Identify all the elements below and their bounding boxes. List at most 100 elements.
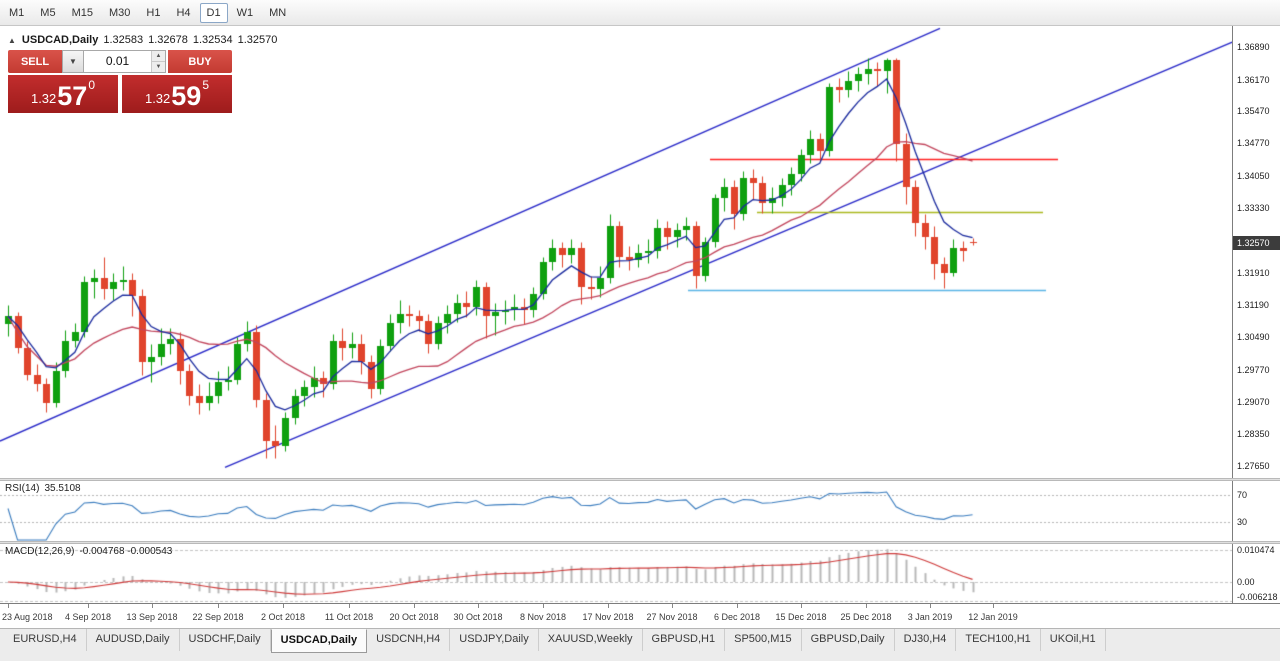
timeframe-button-mn[interactable]: MN [269, 6, 287, 19]
date-label: 30 Oct 2018 [453, 612, 503, 622]
macd-axis-label: 0.010474 [1237, 545, 1275, 555]
macd-axis[interactable]: 0.010474 0.00 -0.006218 [1232, 544, 1280, 603]
buy-price-button[interactable]: 1.32 59 5 [122, 75, 232, 113]
price-axis-label: 1.34770 [1237, 138, 1270, 149]
chart-tab-gbpusd-daily[interactable]: GBPUSD,Daily [802, 629, 895, 651]
spinner-up-icon[interactable]: ▲ [152, 51, 165, 62]
price-axis-label: 1.29770 [1237, 364, 1270, 375]
rsi-indicator-name: RSI(14) [5, 483, 40, 494]
one-click-trading-panel: SELL ▼ 0.01 ▲ ▼ BUY 1.32 57 0 [8, 50, 232, 113]
volume-input[interactable]: 0.01 ▲ ▼ [84, 50, 166, 73]
sell-price-base: 1.32 [30, 91, 57, 106]
date-tick [88, 604, 89, 608]
date-tick [543, 604, 544, 608]
date-label: 23 Aug 2018 [2, 612, 53, 622]
timeframe-button-m1[interactable]: M1 [9, 6, 25, 19]
sell-price-button[interactable]: 1.32 57 0 [8, 75, 118, 113]
date-tick [608, 604, 609, 608]
date-label: 27 Nov 2018 [646, 612, 698, 622]
timeframe-button-m15[interactable]: M15 [71, 6, 93, 19]
date-tick [414, 604, 415, 608]
buy-price-base: 1.32 [144, 91, 171, 106]
date-label: 20 Oct 2018 [389, 612, 439, 622]
buy-price-pips: 59 [171, 81, 202, 111]
volume-spinner[interactable]: ▲ ▼ [151, 51, 165, 72]
macd-indicator-name: MACD(12,26,9) [5, 546, 75, 557]
timeframe-button-m5[interactable]: M5 [40, 6, 56, 19]
date-label: 6 Dec 2018 [713, 612, 761, 622]
ohlc-low-value: 1.32534 [192, 34, 233, 46]
rsi-axis-label: 70 [1237, 490, 1248, 500]
timeframe-button-w1[interactable]: W1 [236, 6, 254, 19]
volume-dropdown-button[interactable]: ▼ [62, 50, 84, 73]
date-label: 4 Sep 2018 [64, 612, 112, 622]
date-axis[interactable]: 23 Aug 2018 4 Sep 2018 13 Sep 2018 22 Sep 2… [0, 603, 1280, 628]
chart-symbol-label: USDCAD,Daily [21, 34, 99, 46]
chart-tab-gbpusd-h1[interactable]: GBPUSD,H1 [643, 629, 726, 651]
price-axis-label: 1.36890 [1237, 41, 1270, 52]
date-label: 15 Dec 2018 [775, 612, 827, 622]
chart-tab-sp500-m15[interactable]: SP500,M15 [725, 629, 802, 651]
rsi-axis[interactable]: 70 30 [1232, 481, 1280, 541]
ohlc-open-value: 1.32583 [103, 34, 144, 46]
macd-indicator-value: -0.004768 -0.000543 [79, 546, 173, 557]
timeframe-button-d1[interactable]: D1 [199, 2, 228, 23]
timeframe-button-h1[interactable]: H1 [146, 6, 161, 19]
chart-tab-usdcnh-h4[interactable]: USDCNH,H4 [367, 629, 451, 651]
buy-button[interactable]: BUY [168, 50, 232, 73]
chart-tab-usdjpy-daily[interactable]: USDJPY,Daily [450, 629, 539, 651]
sell-price-pips: 57 [57, 81, 88, 111]
rsi-canvas[interactable] [0, 481, 1232, 541]
sell-button[interactable]: SELL [8, 50, 62, 73]
rsi-splitter[interactable] [0, 478, 1280, 481]
ohlc-close-value: 1.32570 [237, 34, 278, 46]
price-axis-label: 1.35470 [1237, 106, 1270, 117]
one-click-collapse-icon[interactable]: ▲ [8, 35, 16, 45]
date-label: 17 Nov 2018 [582, 612, 634, 622]
spinner-down-icon[interactable]: ▼ [152, 62, 165, 72]
macd-canvas[interactable] [0, 544, 1232, 603]
date-label: 25 Dec 2018 [840, 612, 892, 622]
current-price-badge: 1.32570 [1233, 235, 1280, 250]
rsi-label: RSI(14) 35.5108 [5, 483, 81, 494]
chart-tab-dj30-h4[interactable]: DJ30,H4 [895, 629, 957, 651]
rsi-indicator-value: 35.5108 [44, 483, 81, 494]
timeframe-button-m30[interactable]: M30 [108, 6, 131, 19]
date-tick [737, 604, 738, 608]
chart-tab-bar: EURUSD,H4 AUDUSD,Daily USDCHF,Daily USDCAD,… [0, 628, 1280, 661]
date-tick [478, 604, 479, 608]
chart-tab-usdchf-daily[interactable]: USDCHF,Daily [180, 629, 271, 651]
date-label: 22 Sep 2018 [192, 612, 244, 622]
volume-value: 0.01 [105, 54, 130, 68]
timeframe-button-h4[interactable]: H4 [176, 6, 191, 19]
date-label: 11 Oct 2018 [324, 612, 374, 622]
chart-region: 1.36890 1.36170 1.35470 1.34770 1.34050 1.333… [0, 26, 1280, 478]
date-label: 2 Oct 2018 [260, 612, 306, 622]
chart-tab-xauusd-weekly[interactable]: XAUUSD,Weekly [539, 629, 643, 651]
date-tick [218, 604, 219, 608]
rsi-panel: 70 30 RSI(14) 35.5108 [0, 481, 1280, 541]
chart-tab-ukoil-h1[interactable]: UKOil,H1 [1041, 629, 1106, 651]
price-axis-label: 1.34050 [1237, 170, 1270, 181]
chart-tab-audusd-daily[interactable]: AUDUSD,Daily [87, 629, 180, 651]
chart-tab-tech100-h1[interactable]: TECH100,H1 [956, 629, 1041, 651]
chevron-down-icon: ▼ [69, 57, 77, 66]
trade-panel-prices: 1.32 57 0 1.32 59 5 [8, 75, 232, 113]
price-axis[interactable]: 1.36890 1.36170 1.35470 1.34770 1.34050 1.333… [1232, 26, 1280, 478]
price-axis-label: 1.33330 [1237, 203, 1270, 214]
macd-axis-label: 0.00 [1237, 577, 1255, 587]
ohlc-high-value: 1.32678 [148, 34, 188, 46]
buy-price-point: 5 [202, 78, 210, 92]
price-axis-label: 1.31190 [1237, 300, 1269, 311]
macd-panel: 0.010474 0.00 -0.006218 MACD(12,26,9) -0.00… [0, 544, 1280, 603]
macd-label: MACD(12,26,9) -0.004768 -0.000543 [5, 546, 172, 557]
date-tick [993, 604, 994, 608]
macd-splitter[interactable] [0, 541, 1280, 544]
timeframe-toolbar: M1 M5 M15 M30 H1 H4 D1 W1 MN [0, 0, 1280, 26]
chart-tab-eurusd-h4[interactable]: EURUSD,H4 [4, 629, 87, 651]
date-tick [349, 604, 350, 608]
chart-tab-usdcad-daily[interactable]: USDCAD,Daily [270, 629, 368, 653]
price-axis-label: 1.29070 [1237, 396, 1270, 407]
price-axis-label: 1.27650 [1237, 460, 1270, 471]
